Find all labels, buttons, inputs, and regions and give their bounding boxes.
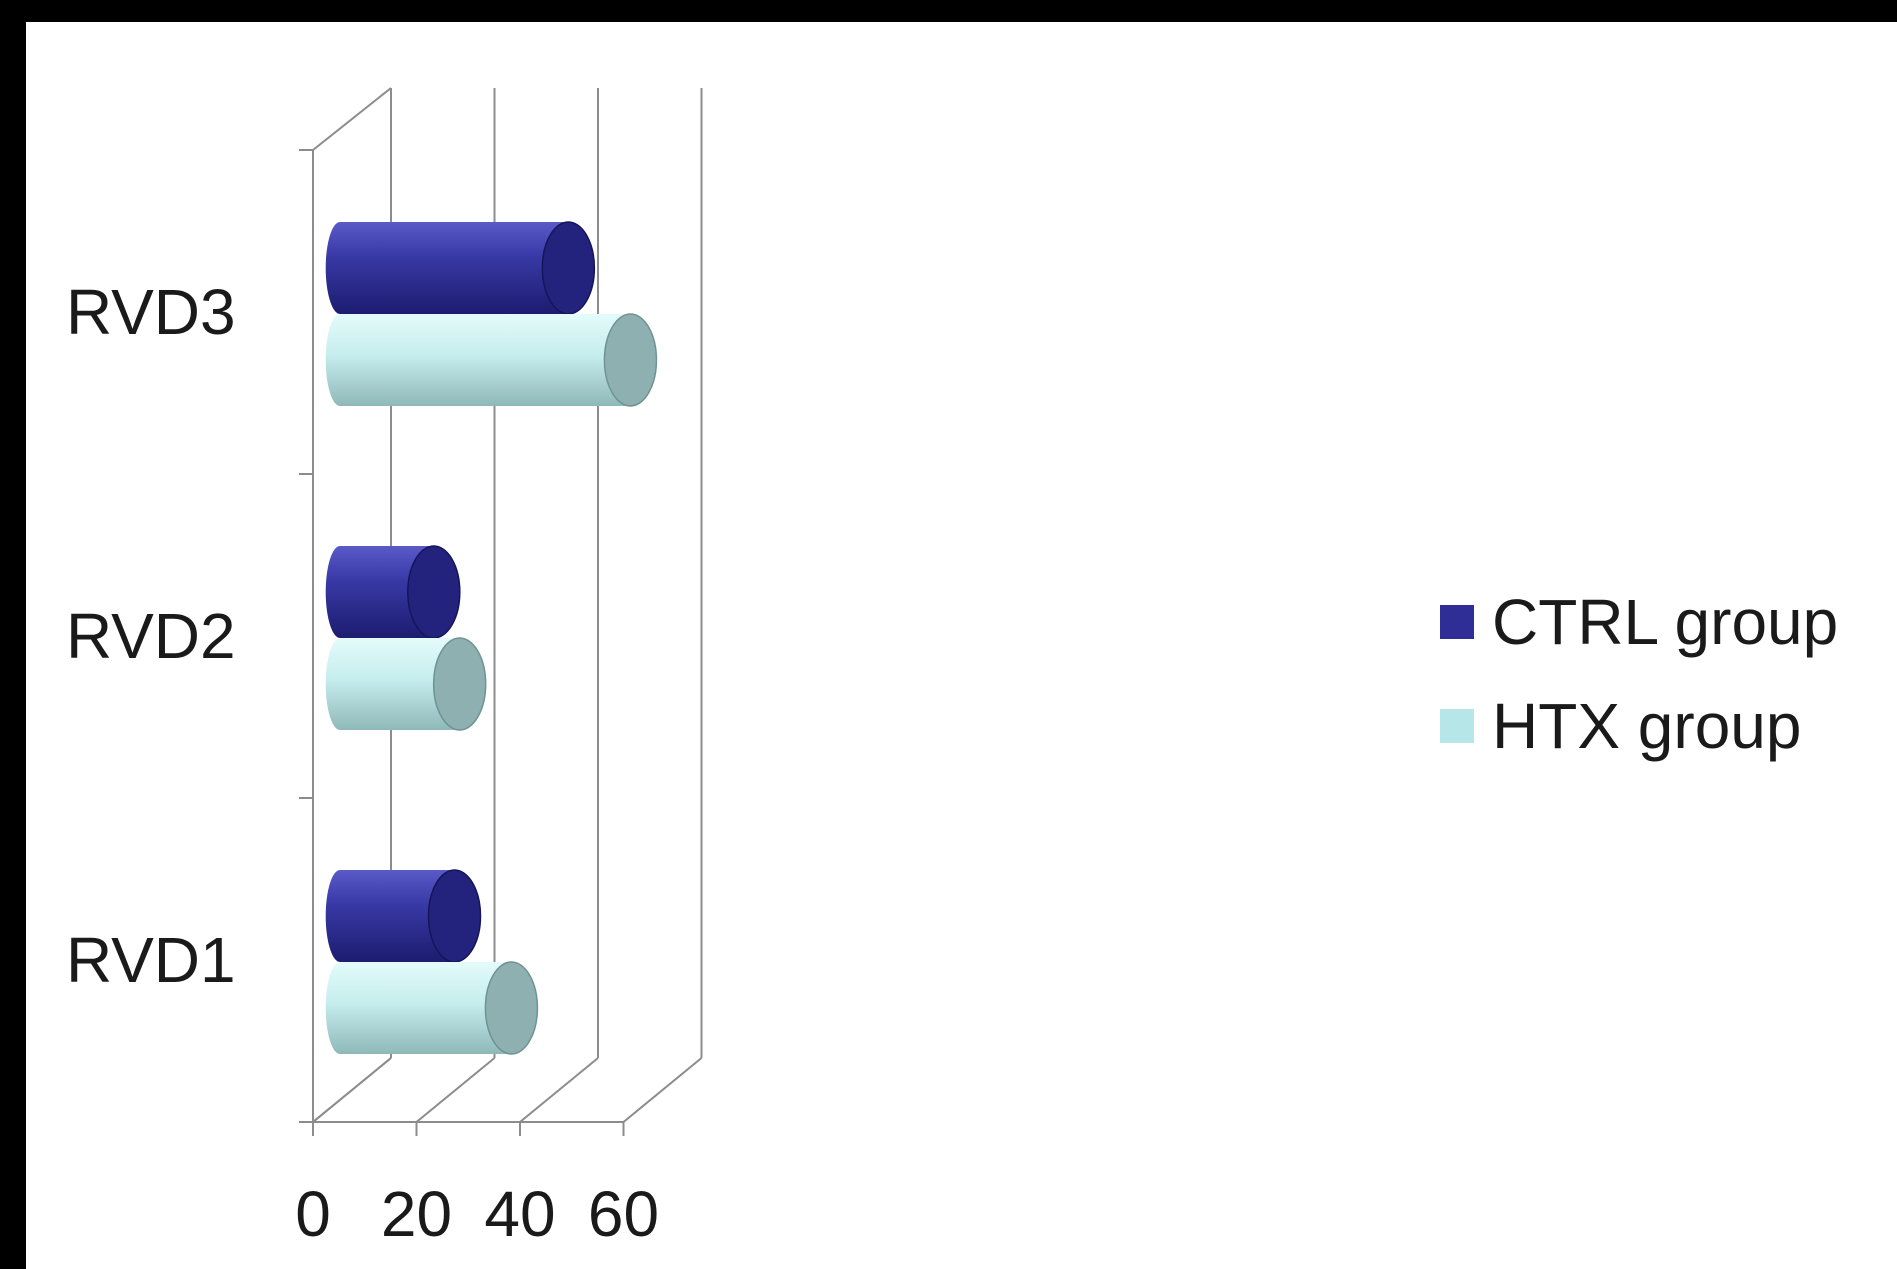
floor-gridline-40 [519, 1057, 599, 1123]
legend-swatch-htx [1440, 709, 1474, 743]
bar-cap-rvd1-ctrl [427, 869, 482, 963]
legend-swatch-ctrl [1440, 605, 1474, 639]
axis-labels: RVD1 RVD2 RVD3 0 20 40 60 [66, 276, 659, 1250]
floor-gridline-20 [415, 1057, 496, 1123]
floor-gridline-0 [312, 1057, 392, 1123]
bar-rvd1-htx [325, 962, 512, 1054]
legend-item-ctrl: CTRL group [1440, 570, 1838, 674]
x-tick-label-0: 0 [295, 1178, 331, 1250]
bars [325, 221, 658, 1055]
bar-cap-rvd2-htx [432, 637, 487, 731]
legend: CTRL group HTX group [1440, 570, 1838, 778]
category-label-rvd3: RVD3 [66, 276, 236, 348]
legend-label-ctrl: CTRL group [1492, 586, 1839, 658]
floor-gridline-60 [622, 1057, 703, 1123]
bar-cap-rvd3-ctrl [541, 221, 596, 315]
bar-cap-rvd3-htx [603, 313, 658, 407]
bar-cap-rvd2-ctrl [407, 545, 461, 639]
x-tick-label-60: 60 [588, 1178, 659, 1250]
x-tick-label-40: 40 [484, 1178, 555, 1250]
bar-rvd1-ctrl [325, 870, 455, 962]
wall-edge-top [312, 87, 392, 151]
bar-rvd3-htx [325, 314, 631, 406]
legend-label-htx: HTX group [1492, 690, 1802, 762]
legend-item-htx: HTX group [1440, 674, 1838, 778]
bar-rvd2-ctrl [325, 546, 434, 638]
bar-rvd2-htx [325, 638, 460, 730]
bar-rvd3-ctrl [325, 222, 569, 314]
x-tick-label-20: 20 [381, 1178, 452, 1250]
category-label-rvd1: RVD1 [66, 924, 236, 996]
category-label-rvd2: RVD2 [66, 600, 236, 672]
bar-cap-rvd1-htx [484, 961, 539, 1055]
